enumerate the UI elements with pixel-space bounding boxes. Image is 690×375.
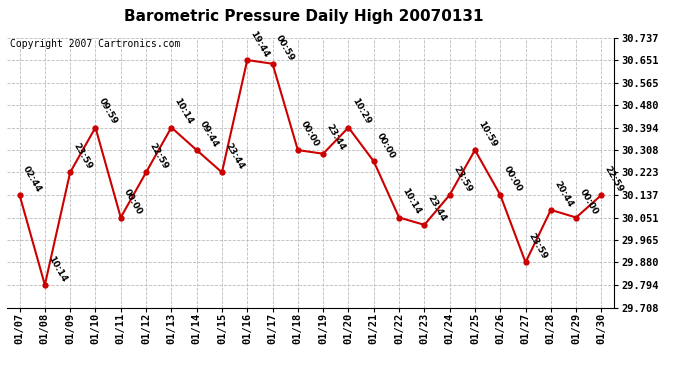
Text: 00:00: 00:00	[375, 131, 397, 160]
Text: 10:14: 10:14	[46, 254, 68, 284]
Text: 23:44: 23:44	[324, 123, 347, 152]
Text: 23:44: 23:44	[224, 141, 246, 171]
Text: 09:44: 09:44	[198, 119, 220, 148]
Text: 22:59: 22:59	[603, 164, 625, 194]
Text: 00:00: 00:00	[578, 187, 600, 216]
Text: 00:00: 00:00	[299, 120, 321, 148]
Text: 23:59: 23:59	[72, 142, 94, 171]
Text: 10:14: 10:14	[172, 97, 195, 126]
Text: 00:00: 00:00	[122, 187, 144, 216]
Text: Copyright 2007 Cartronics.com: Copyright 2007 Cartronics.com	[10, 39, 180, 49]
Text: 22:59: 22:59	[148, 142, 170, 171]
Text: 10:29: 10:29	[350, 97, 372, 126]
Text: 20:44: 20:44	[552, 179, 574, 209]
Text: 00:59: 00:59	[274, 33, 296, 62]
Text: 23:59: 23:59	[451, 164, 473, 194]
Text: 23:44: 23:44	[426, 194, 448, 224]
Text: 02:44: 02:44	[21, 164, 43, 194]
Text: 10:59: 10:59	[476, 119, 498, 148]
Text: 23:59: 23:59	[527, 232, 549, 261]
Text: 10:14: 10:14	[400, 187, 422, 216]
Text: 00:00: 00:00	[502, 165, 524, 194]
Text: 19:44: 19:44	[248, 29, 271, 58]
Text: 09:59: 09:59	[97, 97, 119, 126]
Text: Barometric Pressure Daily High 20070131: Barometric Pressure Daily High 20070131	[124, 9, 484, 24]
